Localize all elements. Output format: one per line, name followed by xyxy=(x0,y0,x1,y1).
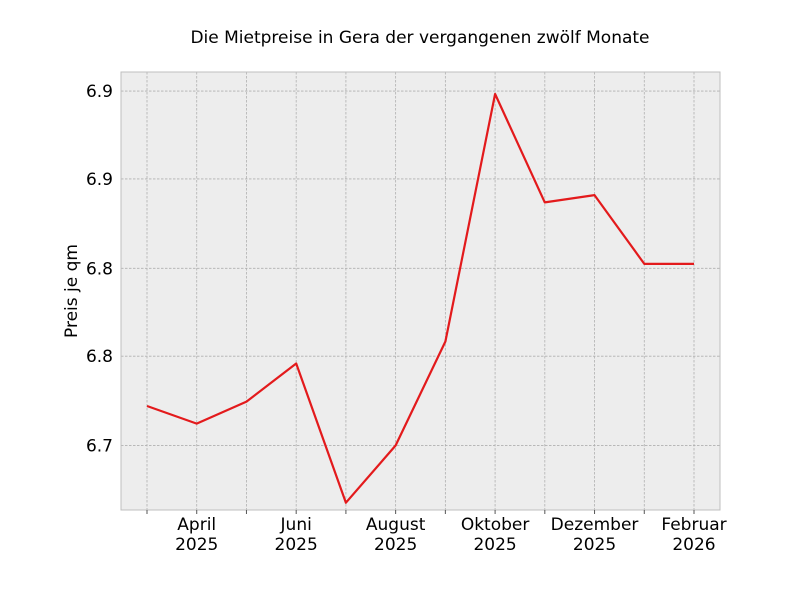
y-tick-label: 6.7 xyxy=(86,437,113,457)
x-tick-label-year: 2025 xyxy=(473,535,516,555)
plot-area: 6.76.86.86.96.9April2025Juni2025August20… xyxy=(86,71,727,555)
x-tick-label: Dezember xyxy=(551,515,639,535)
y-tick-label: 6.8 xyxy=(86,259,113,279)
x-tick-label: Juni xyxy=(280,515,312,535)
plot-background xyxy=(121,72,720,510)
series-line xyxy=(146,92,694,504)
y-tick-label: 6.8 xyxy=(86,347,113,367)
y-tick-label: 6.9 xyxy=(86,170,113,190)
plot-frame xyxy=(120,71,721,511)
chart-title: Die Mietpreise in Gera der vergangenen z… xyxy=(190,28,649,48)
x-tick-label-year: 2025 xyxy=(275,535,318,555)
x-tick-label: Februar xyxy=(661,515,726,535)
x-tick-label: April xyxy=(177,515,216,535)
x-tick-label-year: 2026 xyxy=(672,535,715,555)
x-tick-label-year: 2025 xyxy=(374,535,417,555)
x-tick-label: August xyxy=(366,515,426,535)
y-axis-label: Preis je qm xyxy=(62,244,82,338)
x-tick-label-year: 2025 xyxy=(573,535,616,555)
x-tick-label: Oktober xyxy=(461,515,530,535)
x-tick-label-year: 2025 xyxy=(175,535,218,555)
y-tick-label: 6.9 xyxy=(86,82,113,102)
